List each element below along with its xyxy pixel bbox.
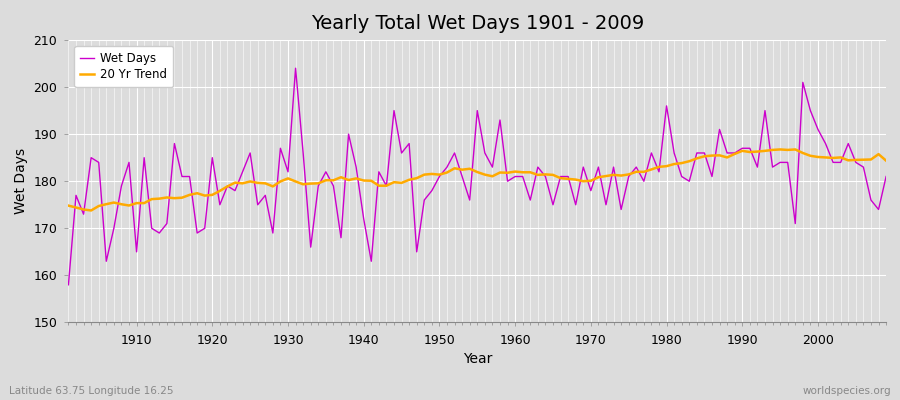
20 Yr Trend xyxy=(298,182,309,187)
Line: 20 Yr Trend: 20 Yr Trend xyxy=(68,150,886,210)
Text: Latitude 63.75 Longitude 16.25: Latitude 63.75 Longitude 16.25 xyxy=(9,386,174,396)
Legend: Wet Days, 20 Yr Trend: Wet Days, 20 Yr Trend xyxy=(75,46,173,87)
Wet Days xyxy=(881,174,892,179)
20 Yr Trend xyxy=(518,170,528,175)
Title: Yearly Total Wet Days 1901 - 2009: Yearly Total Wet Days 1901 - 2009 xyxy=(310,14,644,33)
Y-axis label: Wet Days: Wet Days xyxy=(14,148,28,214)
20 Yr Trend xyxy=(63,203,74,208)
20 Yr Trend xyxy=(608,172,619,177)
20 Yr Trend xyxy=(86,208,96,213)
Wet Days xyxy=(518,174,528,179)
Wet Days xyxy=(608,165,619,170)
Text: worldspecies.org: worldspecies.org xyxy=(803,386,891,396)
20 Yr Trend xyxy=(881,158,892,163)
Wet Days xyxy=(63,282,74,287)
20 Yr Trend xyxy=(131,201,142,206)
Wet Days xyxy=(509,174,520,179)
Wet Days xyxy=(290,66,301,71)
20 Yr Trend xyxy=(343,178,354,182)
Line: Wet Days: Wet Days xyxy=(68,68,886,285)
20 Yr Trend xyxy=(509,169,520,174)
X-axis label: Year: Year xyxy=(463,352,492,366)
20 Yr Trend xyxy=(775,147,786,152)
Wet Days xyxy=(123,160,134,165)
Wet Days xyxy=(298,150,309,155)
Wet Days xyxy=(343,132,354,136)
